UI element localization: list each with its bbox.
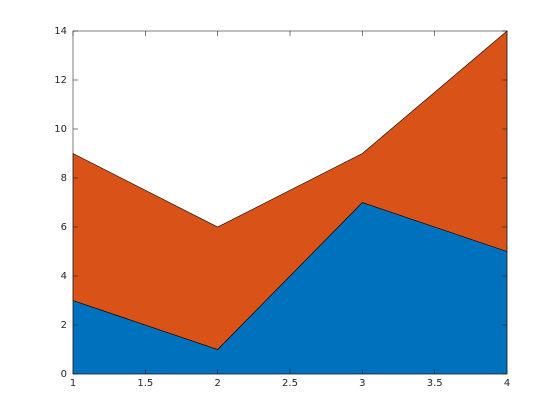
x-tick-label: 1.5 [137,378,153,389]
y-tick-label: 8 [61,173,67,184]
x-tick-label: 3.5 [427,378,443,389]
x-tick-label: 1 [70,378,76,389]
y-tick-label: 10 [54,124,67,135]
x-tick-label: 4 [504,378,510,389]
y-tick-label: 0 [61,369,67,380]
y-tick-label: 14 [54,26,67,37]
y-tick-label: 2 [61,320,67,331]
x-tick-label: 2 [214,378,220,389]
x-tick-label: 3 [359,378,365,389]
y-tick-label: 12 [54,75,67,86]
x-tick-label: 2.5 [282,378,298,389]
y-tick-label: 6 [61,222,67,233]
y-tick-label: 4 [61,271,67,282]
